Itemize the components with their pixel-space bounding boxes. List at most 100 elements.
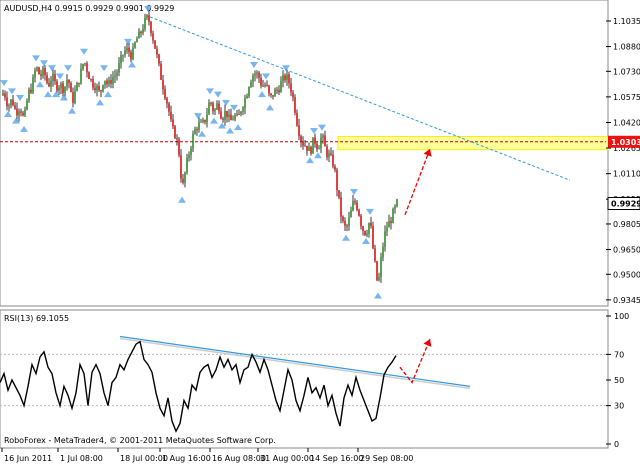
candle-body	[104, 80, 106, 85]
candle-body	[368, 223, 370, 234]
candle	[2, 89, 4, 97]
candle-body	[374, 248, 376, 262]
candle	[208, 99, 210, 115]
candle	[140, 30, 142, 38]
candle	[184, 171, 186, 188]
candle-body	[296, 112, 298, 126]
candle	[92, 76, 94, 91]
fractal-up-marker	[214, 91, 222, 98]
fractal-down-marker	[60, 94, 68, 101]
candle	[26, 98, 28, 111]
candle-body	[158, 54, 160, 64]
price-forecast-arrow-head	[423, 148, 432, 157]
candle-body	[78, 82, 80, 84]
candle	[102, 84, 104, 93]
candle-body	[94, 87, 96, 91]
candle-body	[254, 73, 256, 76]
candle	[278, 85, 280, 96]
candle-body	[338, 190, 340, 198]
candle	[188, 151, 190, 162]
candle-body	[162, 79, 164, 90]
candle	[36, 66, 38, 72]
candle	[72, 87, 74, 108]
candle-body	[72, 92, 74, 103]
candle-body	[130, 52, 132, 60]
candle	[314, 133, 316, 148]
candle-body	[44, 68, 46, 76]
candle	[78, 82, 80, 88]
candle-body	[192, 134, 194, 149]
fractal-up-marker	[100, 65, 108, 72]
candle	[204, 119, 206, 125]
level-price-label: 1.0303	[611, 138, 640, 147]
candle	[280, 76, 282, 93]
candle-body	[26, 100, 28, 110]
candle-body	[390, 221, 392, 224]
candle	[84, 62, 86, 67]
candle	[86, 61, 88, 78]
candle	[394, 204, 396, 214]
candle	[104, 80, 106, 89]
candle	[162, 75, 164, 95]
candle-body	[88, 72, 90, 80]
candle	[356, 200, 358, 212]
candle	[378, 272, 380, 282]
candle	[198, 115, 200, 133]
candle	[230, 108, 232, 121]
candle	[150, 20, 152, 37]
candle-body	[174, 126, 176, 139]
candle	[366, 229, 368, 238]
fractal-down-marker	[104, 91, 112, 98]
candle	[88, 71, 90, 80]
fractal-up-marker	[250, 61, 258, 68]
candle	[28, 87, 30, 103]
candle-body	[46, 75, 48, 83]
fractal-down-marker	[266, 104, 274, 111]
candle	[192, 130, 194, 152]
candle-body	[188, 155, 190, 158]
candle-body	[70, 83, 72, 93]
candle-body	[56, 81, 58, 91]
candle-body	[230, 114, 232, 121]
candle	[94, 82, 96, 94]
fractal-up-marker	[144, 5, 152, 12]
candle	[328, 149, 330, 163]
candle	[206, 108, 208, 128]
candle-body	[12, 99, 14, 106]
candle	[276, 86, 278, 94]
candle	[82, 63, 84, 71]
candle-body	[364, 230, 366, 236]
candle-body	[82, 63, 84, 69]
candle	[136, 36, 138, 43]
candle-body	[36, 67, 38, 71]
time-x-axis: 16 Jun 2011 1 Jul 08:00 18 Jul 00:001 Aug …	[1, 448, 413, 463]
candle-body	[28, 89, 30, 101]
candle-body	[170, 111, 172, 120]
candle-body	[96, 85, 98, 91]
candle	[272, 95, 274, 100]
candle-body	[60, 83, 62, 88]
candle	[370, 216, 372, 229]
fractal-down-marker	[198, 130, 206, 137]
price-y-tick-label: 1.0110	[613, 170, 640, 179]
candle-body	[246, 96, 248, 99]
candle-body	[118, 63, 120, 73]
candle	[14, 102, 16, 110]
candle-body	[214, 109, 216, 112]
candle-body	[304, 145, 306, 147]
candle	[194, 126, 196, 135]
candle	[338, 190, 340, 200]
candle-body	[382, 246, 384, 258]
candle	[242, 106, 244, 116]
candle-body	[394, 206, 396, 210]
candle-body	[222, 118, 224, 120]
fractal-down-marker	[362, 238, 370, 245]
candle	[332, 150, 334, 169]
candle	[186, 153, 188, 175]
price-panel-header: AUDUSD,H4 0.9915 0.9929 0.9901 0.9929	[4, 4, 174, 13]
candle-body	[290, 83, 292, 93]
candle	[34, 67, 36, 83]
candle	[296, 109, 298, 127]
candle-body	[58, 87, 60, 91]
candle-body	[74, 91, 76, 103]
